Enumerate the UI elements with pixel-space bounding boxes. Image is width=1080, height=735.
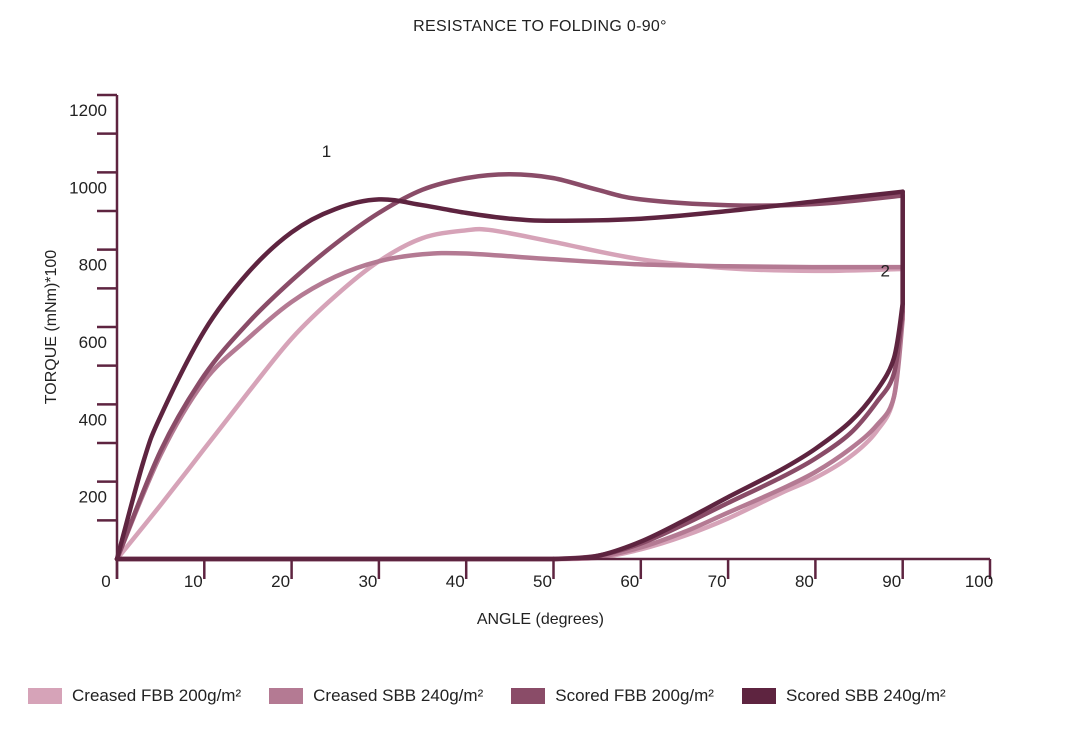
series-line-creased-fbb-200g-m-loading bbox=[114, 226, 905, 562]
y-tick-label-800: 800 bbox=[79, 256, 107, 275]
legend-label: Creased SBB 240g/m² bbox=[313, 686, 484, 705]
legend-label: Scored SBB 240g/m² bbox=[785, 686, 946, 705]
legend-swatch bbox=[269, 688, 304, 704]
x-tick-label-50: 50 bbox=[533, 572, 552, 591]
series-line-creased-sbb-240g-m-unloading bbox=[551, 317, 905, 562]
legend-item-scored-fbb-200g-m: Scored FBB 200g/m² bbox=[511, 686, 714, 706]
y-tick-label-1200: 1200 bbox=[69, 101, 107, 120]
annotation-1: 1 bbox=[322, 142, 331, 161]
x-tick-label-0: 0 bbox=[101, 572, 110, 591]
legend-item-creased-sbb-240g-m: Creased SBB 240g/m² bbox=[269, 686, 483, 706]
x-tick-label-60: 60 bbox=[620, 572, 639, 591]
y-tick-label-400: 400 bbox=[79, 410, 107, 429]
series-line-scored-fbb-200g-m-loading bbox=[114, 172, 905, 562]
chart-title: RESISTANCE TO FOLDING 0-90° bbox=[413, 18, 667, 35]
legend-swatch bbox=[741, 688, 776, 704]
x-tick-label-10: 10 bbox=[184, 572, 203, 591]
legend: Creased FBB 200g/m² Creased SBB 240g/m² Sc… bbox=[28, 686, 946, 706]
legend-item-scored-sbb-240g-m: Scored SBB 240g/m² bbox=[741, 686, 946, 706]
x-tick-label-100: 100 bbox=[965, 572, 993, 591]
legend-label: Scored FBB 200g/m² bbox=[555, 686, 714, 705]
series-line-scored-fbb-200g-m-unloading bbox=[551, 309, 905, 562]
x-tick-label-80: 80 bbox=[795, 572, 814, 591]
legend-item-creased-fbb-200g-m: Creased FBB 200g/m² bbox=[28, 686, 241, 706]
annotation-2: 2 bbox=[881, 262, 890, 281]
x-tick-label-70: 70 bbox=[708, 572, 727, 591]
series-line-scored-sbb-240g-m-loading bbox=[114, 189, 905, 562]
axes-group bbox=[97, 93, 992, 579]
y-tick-label-600: 600 bbox=[79, 333, 107, 352]
labels-group: 0 10 20 30 40 50 60 70 80 90 100200400600800100012… bbox=[43, 101, 993, 628]
curves-group bbox=[114, 172, 905, 562]
legend-label: Creased FBB 200g/m² bbox=[72, 686, 242, 705]
series-line-scored-sbb-240g-m-unloading bbox=[551, 301, 905, 562]
y-tick-label-200: 200 bbox=[79, 488, 107, 507]
x-tick-label-90: 90 bbox=[882, 572, 901, 591]
x-tick-label-40: 40 bbox=[446, 572, 465, 591]
legend-swatch bbox=[511, 688, 546, 704]
y-tick-label-1000: 1000 bbox=[69, 178, 107, 197]
legend-swatch bbox=[28, 688, 62, 704]
x-axis-title: ANGLE (degrees) bbox=[477, 611, 604, 628]
x-tick-label-20: 20 bbox=[271, 572, 290, 591]
series-line-creased-sbb-240g-m-loading bbox=[114, 250, 905, 562]
x-tick-label-30: 30 bbox=[358, 572, 377, 591]
y-axis-title: TORQUE (mNm)*100 bbox=[43, 250, 60, 404]
